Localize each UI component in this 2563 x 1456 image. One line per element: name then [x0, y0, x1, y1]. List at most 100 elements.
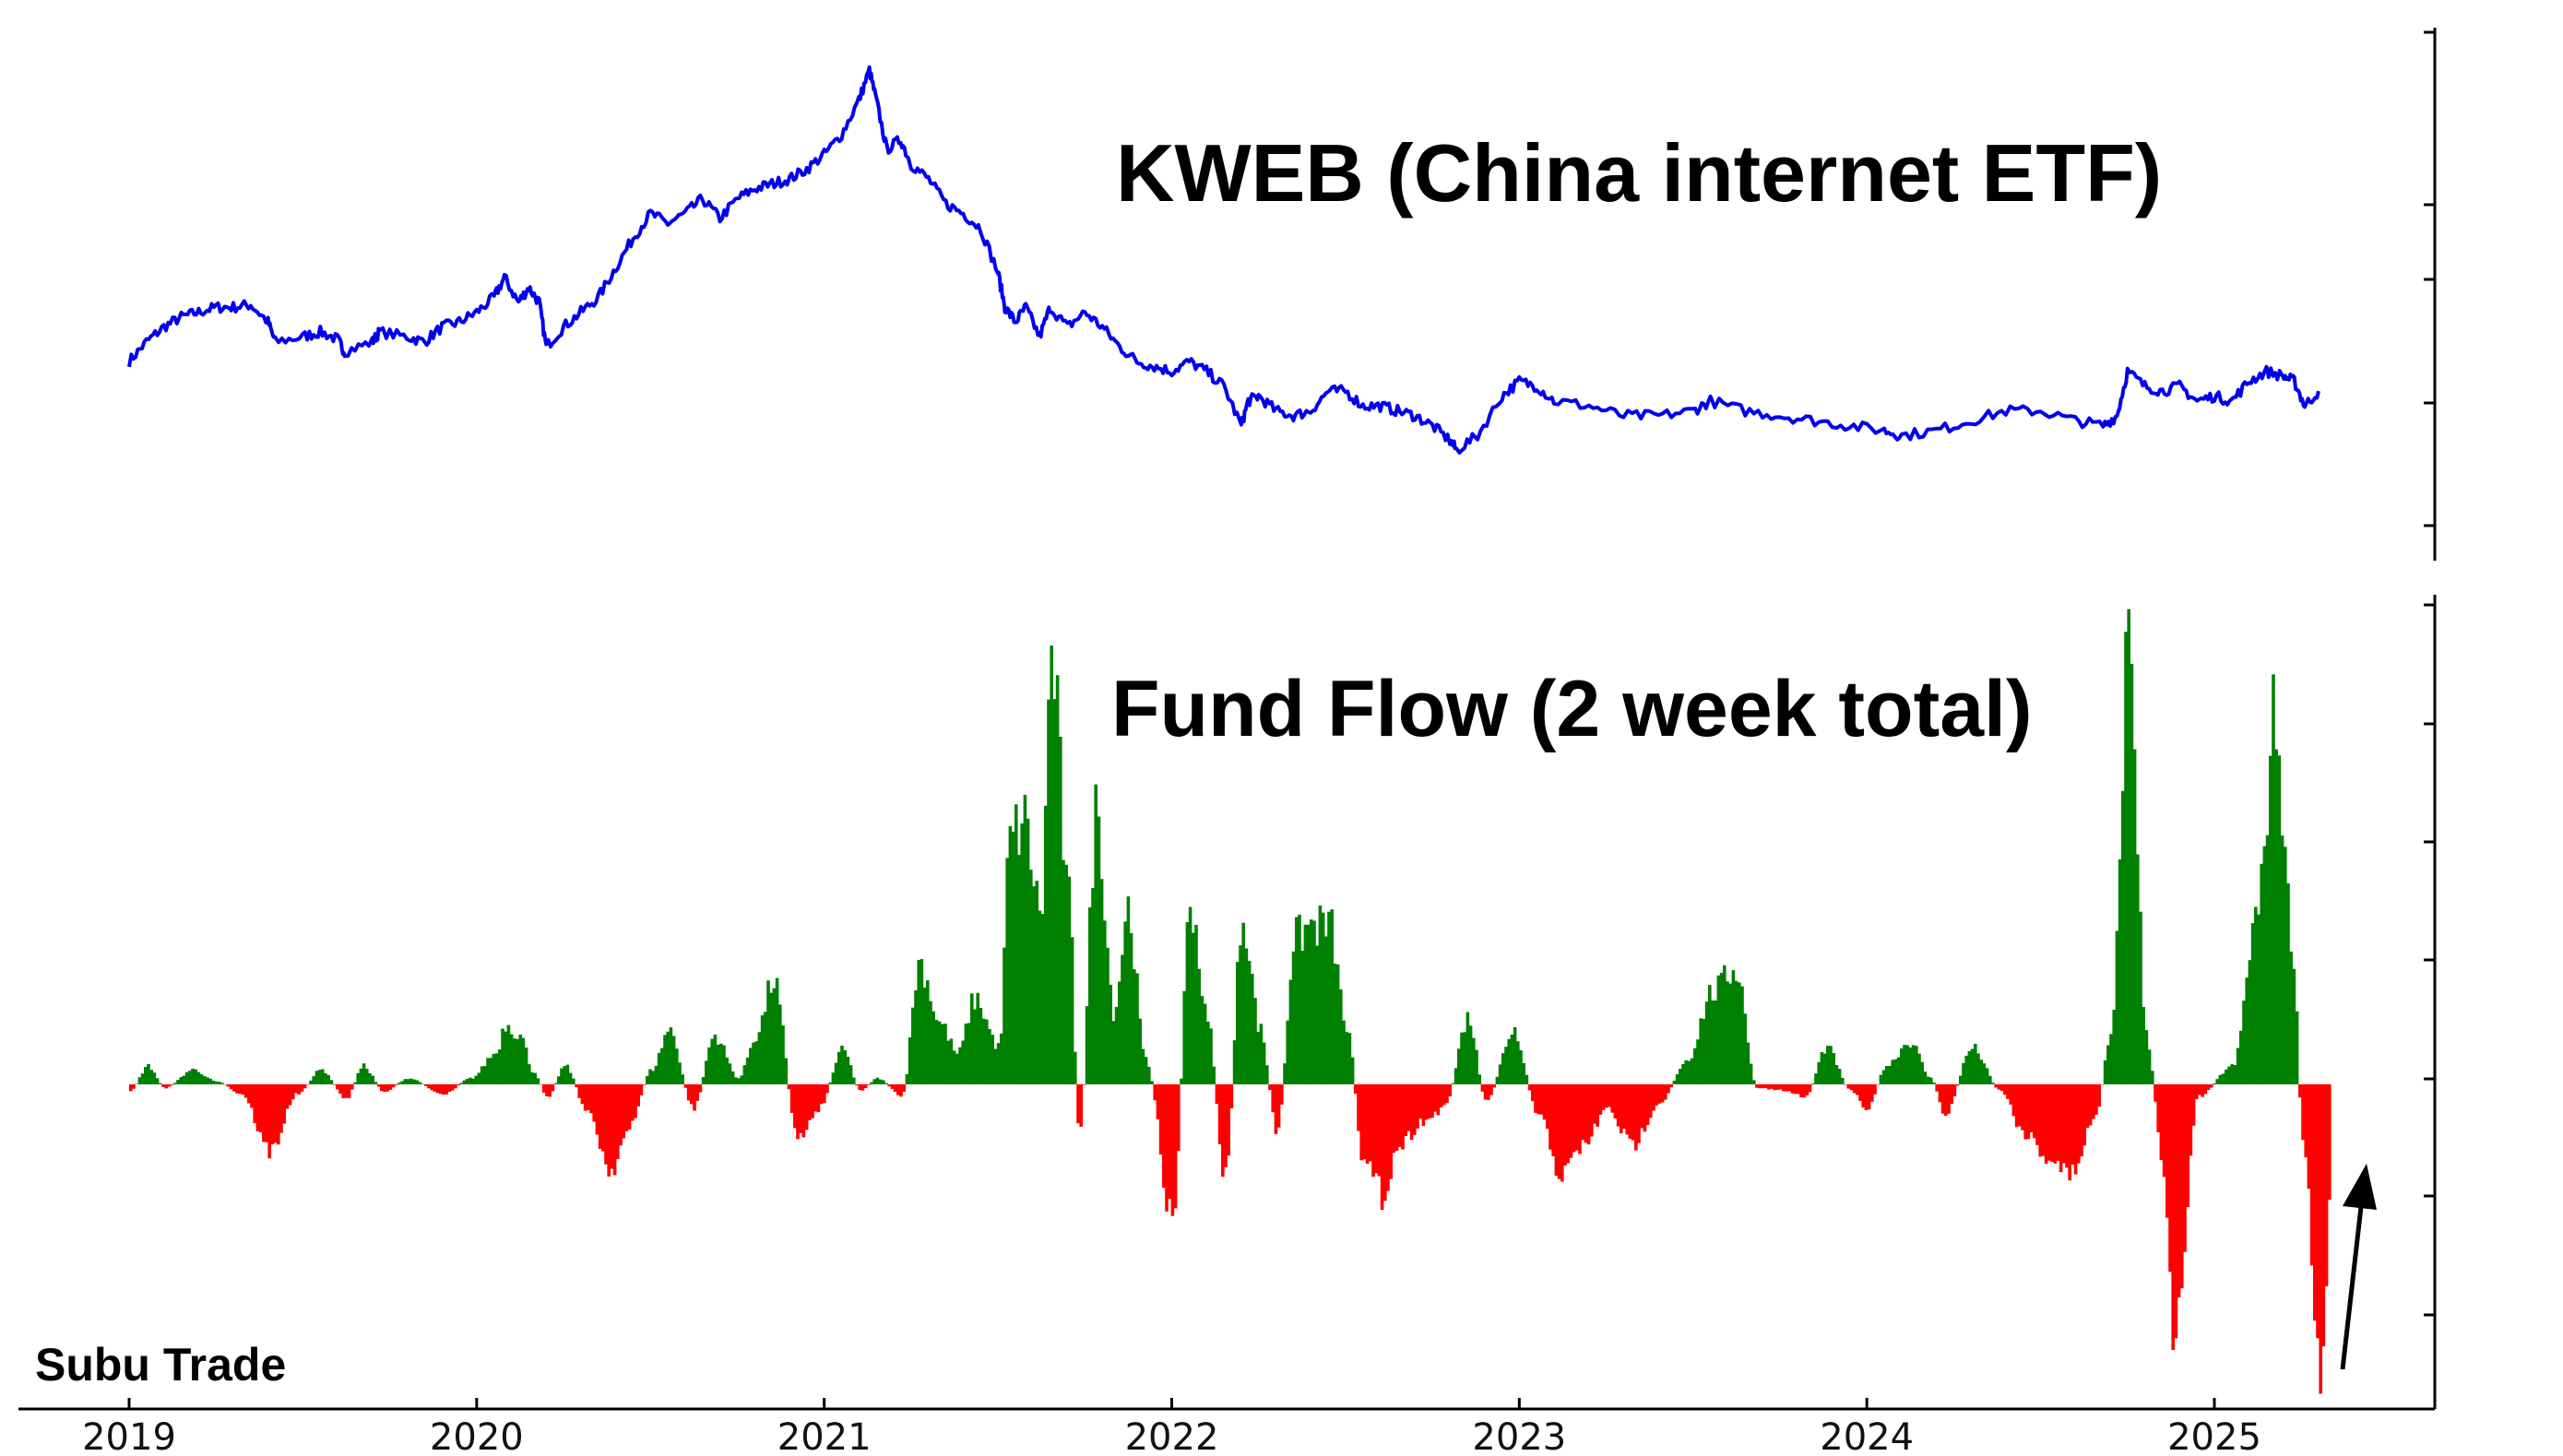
- fund-flow-bar: [2280, 835, 2284, 1084]
- fund-flow-bar: [501, 1028, 504, 1084]
- fund-flow-bar: [1079, 1083, 1083, 1127]
- fund-flow-bar: [1770, 1083, 1774, 1089]
- fund-flow-bar: [896, 1083, 900, 1095]
- fund-flow-bar: [218, 1082, 221, 1084]
- fund-flow-bar: [899, 1083, 903, 1097]
- fund-flow-bar: [220, 1083, 224, 1084]
- fund-flow-bar: [1129, 932, 1133, 1084]
- fund-flow-bar: [985, 1019, 989, 1084]
- fund-flow-bar: [1005, 858, 1009, 1084]
- fund-flow-bar: [155, 1078, 160, 1084]
- fund-flow-bar: [530, 1071, 534, 1084]
- fund-flow-bar: [875, 1077, 880, 1084]
- fund-flow-bar: [764, 1012, 767, 1084]
- fund-flow-bar: [1693, 1048, 1697, 1084]
- fund-flow-bar: [1613, 1083, 1618, 1119]
- fund-flow-bar: [1858, 1083, 1862, 1101]
- fund-flow-bar: [1814, 1073, 1818, 1084]
- fund-flow-bar: [2003, 1083, 2007, 1095]
- fund-flow-bar: [929, 1000, 932, 1084]
- fund-flow-bar: [235, 1083, 239, 1094]
- fund-flow-bar: [1492, 1083, 1496, 1088]
- fund-flow-bar: [1554, 1083, 1559, 1176]
- fund-flow-bar: [524, 1048, 528, 1084]
- fund-flow-bar: [1643, 1083, 1647, 1132]
- fund-flow-bar: [2144, 1030, 2149, 1084]
- fund-flow-bar: [1967, 1050, 1972, 1084]
- fund-flow-bar: [2260, 863, 2263, 1084]
- x-axis: 2019 2020 2021 2022 2023 2024 2025: [82, 1398, 2261, 1456]
- fund-flow-bar: [813, 1083, 817, 1112]
- fund-flow-bar: [2221, 1073, 2225, 1084]
- fund-flow-bar: [1451, 1083, 1455, 1084]
- fund-flow-bar: [1035, 881, 1038, 1084]
- fund-flow-bar: [1664, 1083, 1667, 1100]
- fund-flow-bar: [1775, 1083, 1780, 1090]
- fund-flow-bar: [1628, 1083, 1632, 1139]
- fund-flow-bar: [250, 1083, 254, 1108]
- fund-flow-bar: [1111, 1021, 1116, 1084]
- fund-flow-bar: [1999, 1083, 2004, 1092]
- x-tick-label: 2019: [82, 1416, 176, 1456]
- fund-flow-bar: [1525, 1074, 1529, 1084]
- fund-flow-bar: [1044, 805, 1048, 1084]
- fund-flow-bar: [1188, 906, 1193, 1084]
- fund-flow-bar: [179, 1077, 183, 1084]
- fund-flow-bar: [2324, 1083, 2329, 1286]
- fund-flow-bar: [285, 1083, 290, 1109]
- fund-flow-bar: [1330, 909, 1334, 1084]
- fund-flow-bar: [1070, 937, 1074, 1084]
- fund-flow-bar: [398, 1083, 401, 1084]
- fund-flow-bar: [1052, 699, 1057, 1084]
- fund-flow-bar: [494, 1053, 499, 1084]
- fund-flow-bar: [976, 992, 979, 1084]
- fund-flow-bar: [1622, 1083, 1626, 1130]
- fund-flow-bar: [728, 1063, 732, 1084]
- fund-flow-bar: [1534, 1083, 1537, 1113]
- fund-flow-bar: [1347, 1033, 1352, 1084]
- fund-flow-bar: [312, 1076, 315, 1084]
- fund-flow-bar: [1206, 1022, 1210, 1084]
- fund-flow-bar: [1911, 1045, 1916, 1084]
- fund-flow-bar: [2203, 1083, 2208, 1095]
- fund-flow-bar: [639, 1083, 644, 1095]
- fund-flow-bar: [147, 1063, 150, 1084]
- fund-flow-bar: [2097, 1083, 2101, 1107]
- fund-flow-bar: [306, 1083, 310, 1085]
- fund-flow-bar: [1291, 951, 1296, 1084]
- fund-flow-bar: [1106, 947, 1109, 1084]
- fund-flow-bar: [1787, 1083, 1791, 1092]
- fund-flow-bar: [1846, 1083, 1850, 1089]
- fund-flow-bar: [2307, 1083, 2311, 1190]
- fund-flow-bar: [1903, 1045, 1906, 1084]
- fund-flow-bar: [752, 1042, 755, 1084]
- fund-flow-bar: [388, 1083, 393, 1090]
- fund-flow-bar: [1926, 1076, 1930, 1084]
- fund-flow-bar: [2136, 854, 2140, 1084]
- fund-flow-bar: [338, 1083, 342, 1095]
- fund-flow-bar: [1380, 1083, 1384, 1211]
- x-tick-label: 2025: [2167, 1416, 2261, 1456]
- fund-flow-bar: [447, 1083, 452, 1092]
- fund-flow-bar: [471, 1078, 475, 1084]
- fund-flow-bar: [801, 1083, 806, 1138]
- fund-flow-bar: [1702, 1019, 1706, 1084]
- fund-flow-bar: [2233, 1065, 2237, 1084]
- fund-flow-bar: [1465, 1012, 1470, 1084]
- fund-flow-bar: [622, 1083, 625, 1139]
- fund-flow-bar: [1401, 1083, 1405, 1150]
- fund-flow-bar: [1371, 1083, 1375, 1178]
- fund-flow-bar: [1876, 1083, 1880, 1085]
- fund-flow-bar: [1377, 1083, 1382, 1177]
- fund-flow-bar: [241, 1083, 245, 1095]
- fund-flow-bar: [2274, 749, 2278, 1084]
- fund-flow-bar: [1546, 1083, 1549, 1130]
- fund-flow-bar: [2286, 883, 2290, 1084]
- fund-flow-bar: [303, 1083, 307, 1089]
- fund-flow-bar: [2289, 952, 2293, 1084]
- fund-flow-bar: [2218, 1074, 2223, 1084]
- fund-flow-bar: [737, 1078, 741, 1084]
- fund-flow-bar: [1483, 1083, 1488, 1100]
- fund-flow-bar: [273, 1083, 278, 1143]
- fund-flow-bar: [1620, 1083, 1623, 1133]
